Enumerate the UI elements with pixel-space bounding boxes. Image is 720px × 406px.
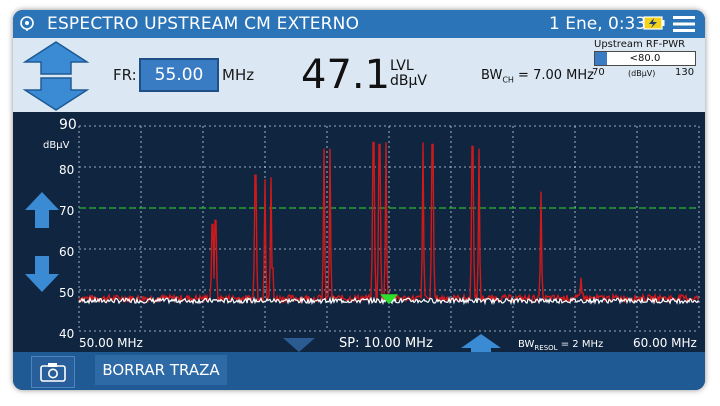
upstream-pwr-title: Upstream RF-PWR [594,39,686,50]
frequency-unit: MHz [222,66,255,84]
battery-charging-icon [643,16,665,30]
level-unit: dBµV [390,73,427,89]
bw-subscript: CH [502,75,514,85]
spectrum-average-trace [78,295,700,306]
reference-up-arrow-icon[interactable] [23,190,61,230]
level-label-block: LVL dBµV [390,59,427,89]
datetime: 1 Ene, 0:33 [549,14,647,34]
upstream-pwr-bar: <80.0 [594,51,696,66]
upstream-pwr-fill [595,52,607,65]
screenshot-button[interactable] [31,356,75,388]
app-logo-icon [20,16,34,31]
span-up-arrow-icon[interactable] [461,334,501,352]
span-label: SP: 10.00 MHz [339,336,433,351]
upstream-pwr-min: 70 [592,67,605,78]
bottom-toolbar: BORRAR TRAZA [13,352,705,390]
resolution-bandwidth: BWRESOL = 2 MHz [518,339,603,352]
upstream-pwr-unit: (dBµV) [628,69,656,78]
title-bar: ESPECTRO UPSTREAM CM EXTERNO 1 Ene, 0:33 [13,10,705,38]
bw-value: = 7.00 MHz [513,68,594,83]
reference-down-arrow-icon[interactable] [23,254,61,294]
bw-label: BW [481,68,503,83]
start-frequency: 50.00 MHz [79,336,143,350]
frequency-down-arrow-icon[interactable] [23,76,89,112]
upstream-pwr-reading: <80.0 [629,53,661,64]
y-tick-60: 60 [59,245,75,259]
spectrum-area: 90 dBµV 80 70 60 50 40 50.00 MHz SP: 10.… [13,112,705,352]
resol-label: BW [518,339,535,350]
spectrum-trace [78,141,700,305]
y-tick-40: 40 [59,327,75,341]
frequency-label: FR: [113,66,137,84]
frequency-input[interactable]: 55.00 [139,58,219,92]
resol-subscript: RESOL [534,344,558,352]
y-tick-80: 80 [59,163,75,177]
y-tick-90: 90 [59,117,77,133]
app-window: ESPECTRO UPSTREAM CM EXTERNO 1 Ene, 0:33… [13,10,705,390]
y-tick-50: 50 [59,286,75,300]
channel-bandwidth: BWCH = 7.00 MHz [481,68,594,85]
spectrum-chart [78,125,700,332]
y-tick-70: 70 [59,204,75,218]
frequency-up-arrow-icon[interactable] [23,40,89,76]
camera-icon [40,363,66,382]
frequency-marker [380,294,398,305]
clear-trace-button[interactable]: BORRAR TRAZA [95,355,227,385]
resol-value: = 2 MHz [557,339,604,350]
spectrum-grid [78,125,700,332]
page-title: ESPECTRO UPSTREAM CM EXTERNO [47,14,360,34]
end-frequency: 60.00 MHz [633,336,697,350]
hamburger-menu-icon[interactable] [673,16,695,32]
span-down-arrow-icon[interactable] [283,338,315,352]
level-reading: 47.1 [301,52,391,98]
level-label: LVL [390,58,414,74]
measurement-panel: FR: 55.00 MHz 47.1 LVL dBµV BWCH = 7.00 … [13,38,705,112]
upstream-pwr-max: 130 [675,67,695,78]
y-axis-unit: dBµV [43,140,70,151]
